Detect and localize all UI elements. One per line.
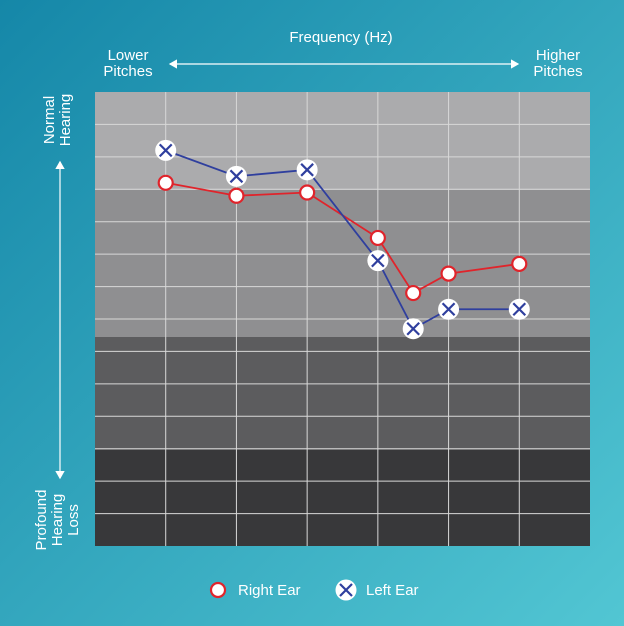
label-line: Pitches: [533, 63, 582, 80]
axis-label: ProfoundHearingLoss: [33, 490, 82, 551]
axis-label: NormalHearing: [41, 94, 74, 147]
left-ear-marker: [367, 250, 389, 272]
marker-x: [441, 302, 456, 317]
marker-x: [229, 169, 244, 184]
label-line: Pitches: [103, 63, 152, 80]
right-ear-marker: [299, 184, 316, 201]
right-ear-marker: [157, 174, 174, 191]
marker-x: [339, 583, 353, 597]
axis-label: Higher Pitches: [533, 47, 582, 80]
label-line: Hearing: [57, 94, 74, 147]
plot-background: [95, 92, 590, 546]
marker-circle: [405, 284, 422, 302]
marker-x: [406, 321, 420, 336]
left-ear-marker: [402, 318, 424, 340]
legend: Right Ear Left Ear: [209, 579, 419, 601]
label-line: Profound: [33, 490, 50, 551]
marker-circle: [369, 229, 386, 247]
chart-title: Frequency (Hz): [289, 29, 392, 46]
label-line: Lower: [108, 47, 149, 64]
marker-x: [158, 143, 173, 158]
axis-label: Lower Pitches: [103, 47, 152, 80]
right-ear-marker: [511, 255, 528, 272]
marker-circle: [228, 187, 245, 204]
label-line: Loss: [65, 504, 82, 536]
label-line: Hearing: [49, 494, 66, 547]
marker-circle: [299, 184, 316, 201]
label-line: Higher: [536, 47, 580, 64]
marker-x: [512, 302, 527, 317]
label-line: Normal: [41, 96, 58, 144]
right-ear-marker: [440, 265, 457, 282]
left-ear-marker: [296, 159, 318, 181]
right-ear-marker: [369, 229, 386, 247]
marker-x: [371, 253, 385, 268]
left-ear-marker: [438, 298, 460, 320]
marker-circle: [511, 255, 528, 272]
legend-label: Left Ear: [366, 582, 419, 599]
right-ear-marker: [228, 187, 245, 204]
marker-circle: [157, 174, 174, 191]
right-ear-marker: [405, 284, 422, 302]
left-ear-marker: [225, 165, 247, 187]
left-ear-marker: [508, 298, 530, 320]
marker-circle: [440, 265, 457, 282]
legend-label: Right Ear: [238, 582, 301, 599]
marker-circle: [209, 581, 227, 599]
right-ear-marker: [209, 581, 227, 599]
left-ear-marker: [335, 579, 357, 601]
grid: [95, 92, 590, 546]
left-ear-marker: [155, 139, 177, 161]
marks: [155, 139, 530, 340]
marker-x: [300, 163, 314, 177]
